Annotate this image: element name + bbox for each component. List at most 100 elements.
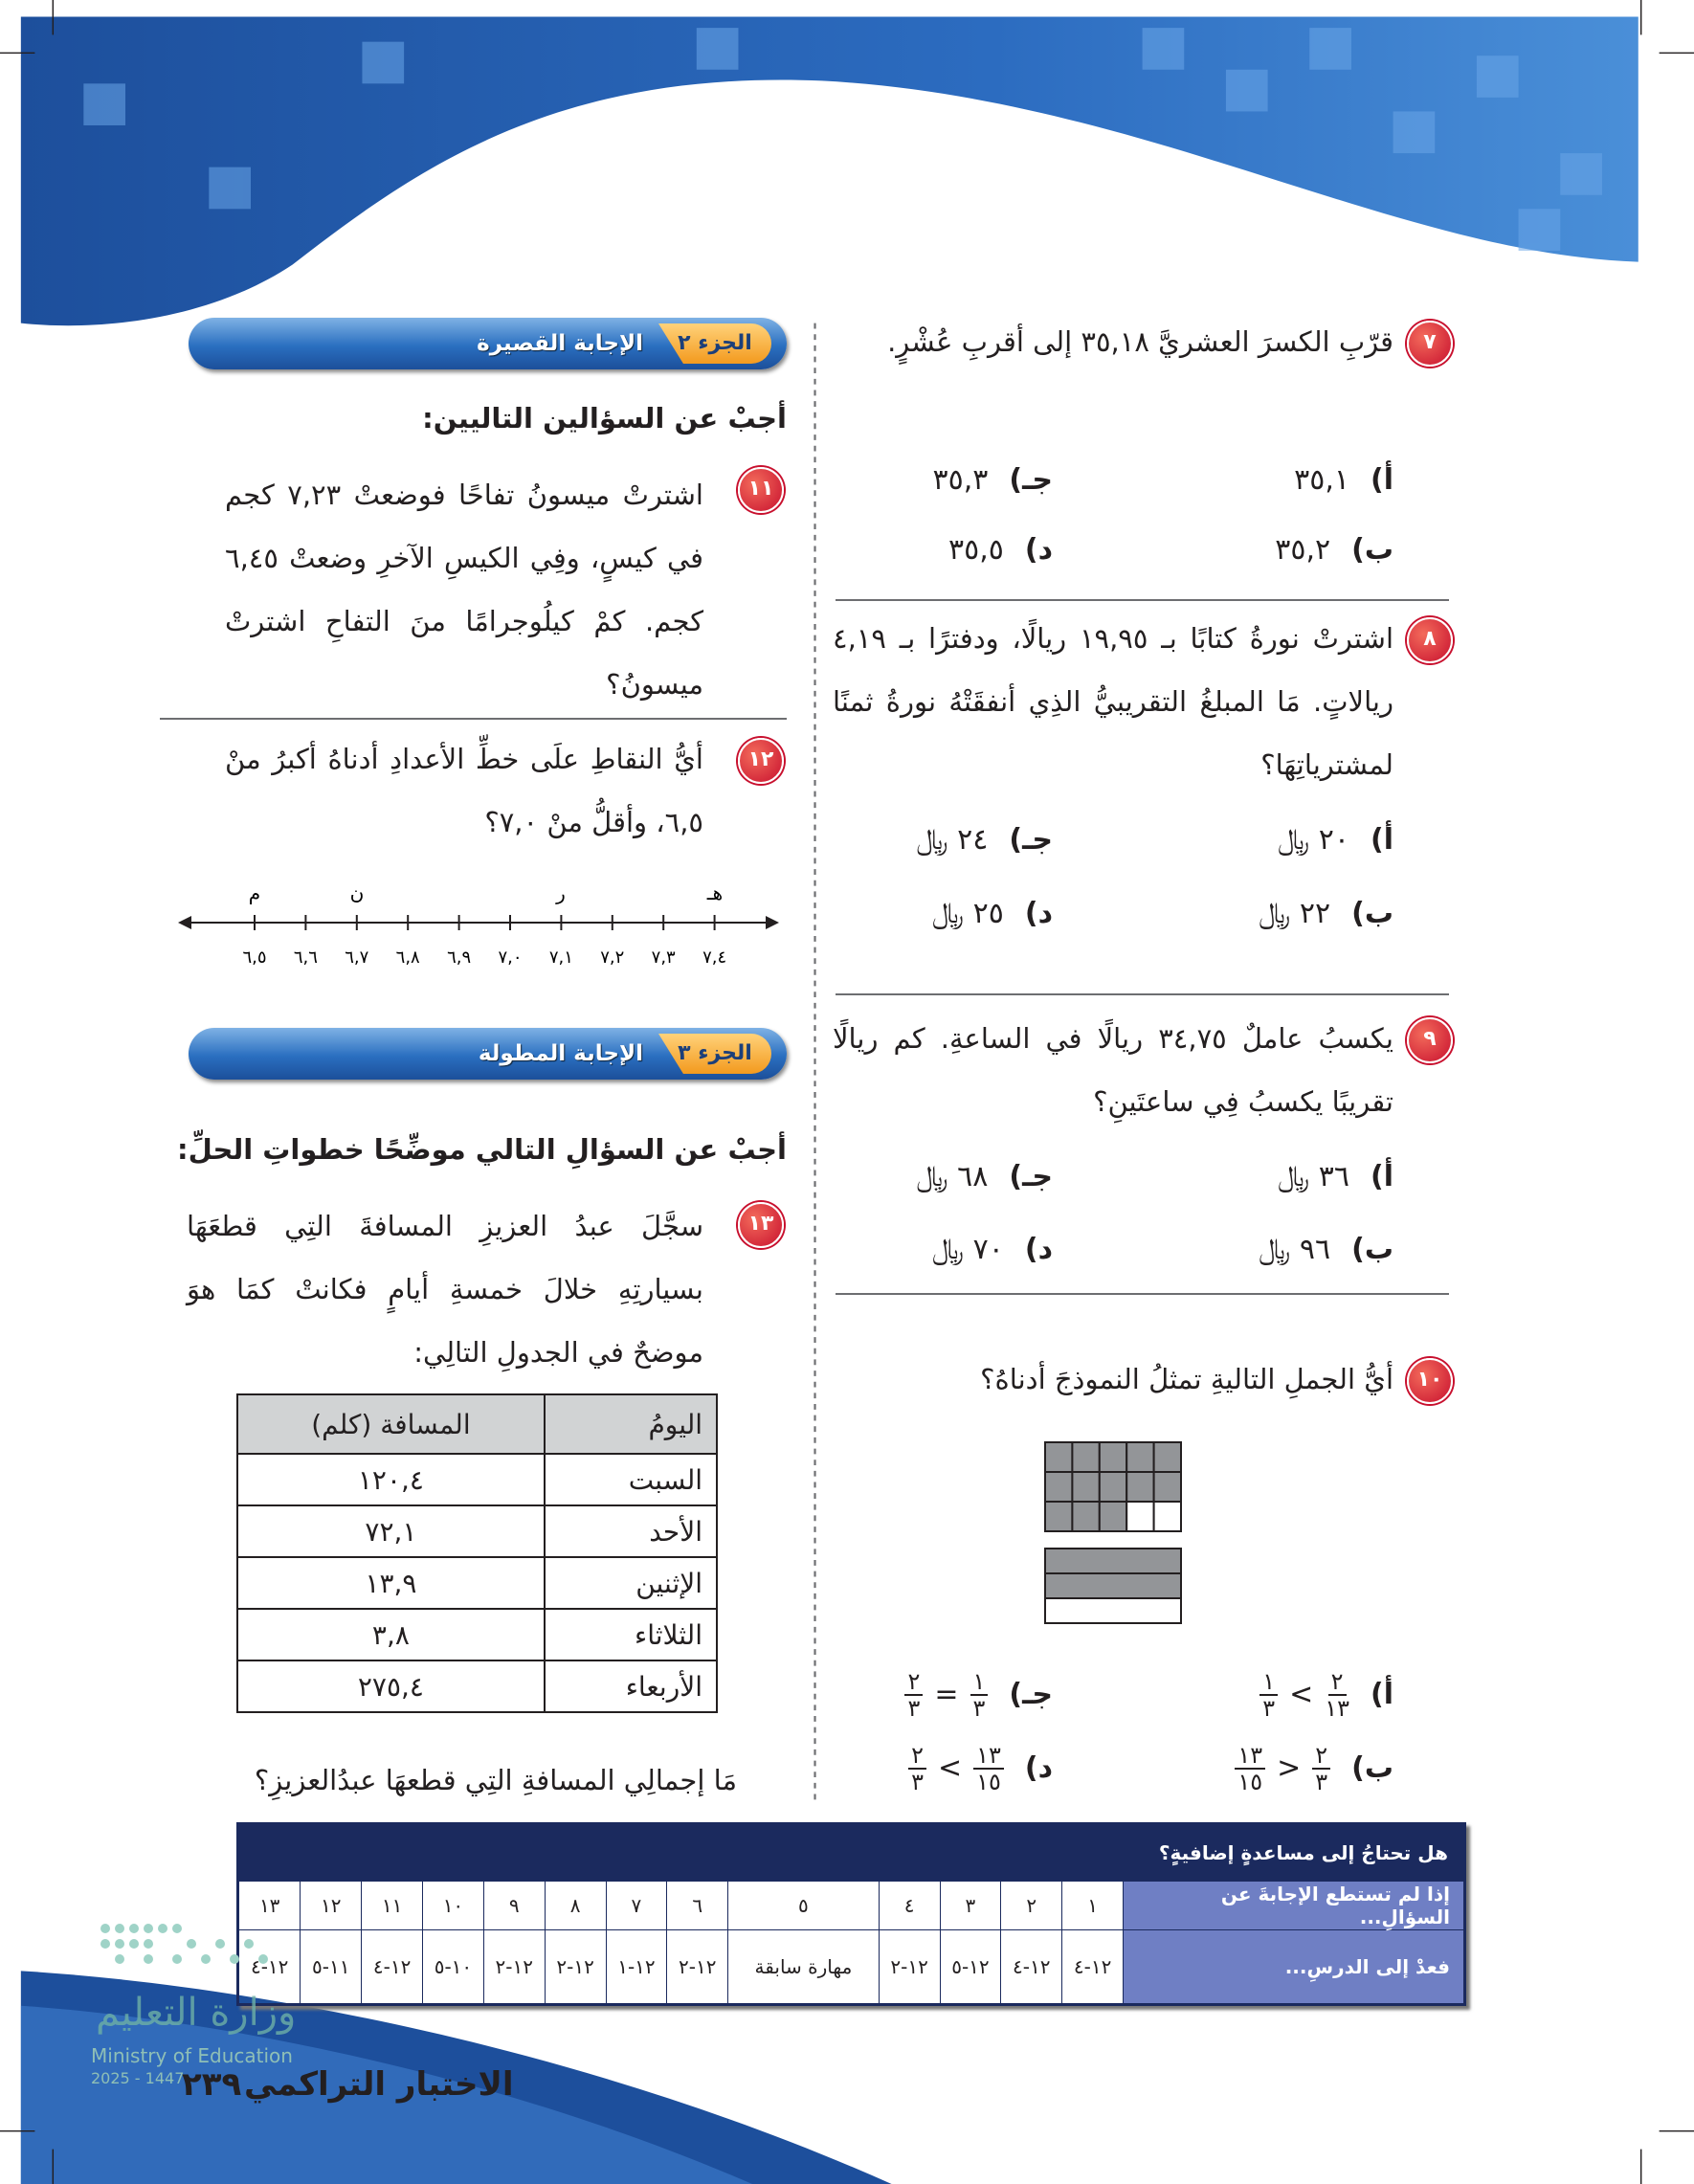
tick-label: ٦,٨	[396, 947, 420, 968]
help-cell: ١٢-٢	[666, 1929, 729, 2005]
numerator: ١	[1259, 1669, 1279, 1696]
option: جـ) ٢ ٣ = ١ ٣	[904, 1669, 1053, 1721]
logo-dots	[67, 1909, 297, 1986]
point-label: ن	[350, 881, 365, 904]
operator: >	[1277, 1751, 1302, 1785]
help-label: فعدْ إلى الدرسِ...	[1123, 1929, 1465, 2005]
numerator: ٢	[904, 1669, 924, 1696]
option: جـ) ٦٨ ﷼	[916, 1153, 1053, 1201]
separator	[836, 1293, 1449, 1295]
help-cell: ١١-٥	[300, 1929, 363, 2005]
page-number: ٢٣٩	[182, 2065, 242, 2104]
expression: ١ ٣ <٢ ١٣	[1259, 1669, 1349, 1721]
numerator: ٢	[1312, 1743, 1331, 1770]
option: ب) ٢٢ ﷼	[1259, 890, 1393, 938]
operator: =	[934, 1678, 959, 1711]
table-row: الأحد ٧٢,١	[236, 1504, 719, 1558]
table-cell: ١٣,٩	[236, 1556, 546, 1610]
table-cell: ٢٧٥,٤	[236, 1660, 546, 1713]
option-letter: د)	[1024, 1233, 1053, 1266]
table-cell: السبت	[543, 1453, 719, 1506]
table-cell: ٣,٨	[236, 1608, 546, 1661]
ministry-arabic: وزارة التعليم	[96, 1991, 297, 2035]
number-line: م ن ر هـ ٦,٥ ٦,٦ ٦,٧ ٦,٨ ٦,٩ ٧,٠ ٧,١ ٧,٢ ٧,٣ ٧,٤	[178, 881, 779, 968]
table-cell: ١٢٠,٤	[236, 1453, 546, 1506]
help-cell: ١٢-٥	[939, 1929, 1002, 2005]
question-text: يكسبُ عاملٌ ٣٤,٧٥ ريالًا في الساعةِ. كم …	[833, 1022, 1393, 1118]
option-text: ٣٥,٥	[948, 533, 1004, 567]
question-number: ١٢	[738, 738, 784, 784]
tick-label: ٦,٧	[345, 947, 368, 968]
grid-cell	[1044, 1441, 1074, 1473]
numerator: ٢	[1327, 1669, 1347, 1696]
table-cell: الثلاثاء	[543, 1608, 719, 1661]
table-cell: الإثنين	[543, 1556, 719, 1610]
numerator: ١٣	[1235, 1743, 1266, 1770]
grid-cell	[1044, 1501, 1074, 1532]
denominator: ٣	[911, 1769, 924, 1795]
question-text: اشترتْ ميسونُ تفاحًا فوضعتْ ٧,٢٣ كجم في …	[225, 479, 703, 701]
numerator: ١	[970, 1669, 989, 1696]
help-label: إذا لم تستطع الإجابةَ عن السؤالِ...	[1123, 1881, 1465, 1930]
option-text: ٩٦ ﷼	[1259, 1233, 1331, 1266]
expression: ١٣ ١٥ >٢ ٣	[1235, 1743, 1331, 1795]
question-text: أيُّ الجملِ التاليةِ تمثلُ النموذجَ أدنا…	[980, 1363, 1393, 1395]
option: أ) ٢٠ ﷼	[1278, 816, 1393, 864]
help-row: فعدْ إلى الدرسِ... ١٢-٤ ١٢-٤ ١٢-٥ ١٢-٢ مهارة …	[236, 1929, 1465, 2005]
grid-cell	[1071, 1441, 1101, 1473]
separator	[836, 993, 1449, 995]
help-cell: ٨	[544, 1881, 607, 1930]
option: ب) ٣٥,٢	[1275, 526, 1393, 574]
question-number: ٨	[1407, 617, 1453, 663]
help-cell: ٢	[1000, 1881, 1063, 1930]
question-number: ٧	[1407, 321, 1453, 367]
question-text: قرّبِ الكسرَ العشريَّ ٣٥,١٨ إلى أقربِ عُ…	[887, 325, 1393, 358]
denominator: ١٣	[1325, 1695, 1349, 1722]
denominator: ١٥	[1237, 1769, 1263, 1795]
section-header: الجزء ٢ الإجابة القصيرة	[189, 318, 787, 369]
question-number: ١٣	[738, 1202, 784, 1248]
numerator: ١٣	[973, 1743, 1004, 1770]
help-cell: ١٣	[236, 1881, 301, 1930]
tick-label: ٧,١	[549, 947, 573, 968]
header-cell: المسافة (كلم)	[236, 1393, 546, 1455]
expression: ٢ ٣ <١٣ ١٥	[908, 1743, 1004, 1794]
data-table: اليومُ المسافة (كلم) السبت ١٢٠,٤ الأحد ٧٢,١ ال…	[236, 1393, 719, 1713]
tick-label: ٧,٣	[652, 947, 676, 968]
tick-label: ٦,٥	[242, 947, 266, 968]
table-cell: ٧٢,١	[236, 1504, 546, 1558]
grid-cell	[1126, 1441, 1155, 1473]
help-cell: ٦	[666, 1881, 729, 1930]
section-header: الجزء ٣ الإجابة المطولة	[189, 1028, 787, 1080]
help-cell: ٩	[482, 1881, 546, 1930]
option: أ) ٣٦ ﷼	[1278, 1153, 1393, 1201]
section-title: الإجابة القصيرة	[477, 331, 643, 356]
tick-label: ٦,٦	[294, 947, 318, 968]
table-row: الأربعاء ٢٧٥,٤	[236, 1660, 719, 1713]
header-wave	[20, 16, 1638, 326]
grid-cell	[1098, 1501, 1128, 1532]
option-letter: د)	[1024, 897, 1053, 930]
denominator: ٣	[1262, 1695, 1276, 1722]
option-text: ٢٤ ﷼	[916, 823, 989, 857]
question-number: ١١	[738, 467, 784, 513]
separator	[160, 718, 787, 720]
option-text: ٣٥,٢	[1275, 533, 1331, 567]
tick-label: ٧,٤	[702, 947, 726, 968]
help-cell: ١٢-٤	[361, 1929, 424, 2005]
section-part: الجزء ٢	[658, 323, 771, 364]
option-letter: د)	[1024, 1750, 1053, 1785]
tick-label: ٧,٠	[498, 947, 522, 968]
grid-cell	[1071, 1471, 1101, 1503]
option-letter: ب)	[1351, 897, 1393, 930]
tick-label: ٦,٩	[447, 947, 471, 968]
question-number: ١٠	[1407, 1358, 1453, 1404]
footer-title: الاختبار التراكمي	[244, 2065, 514, 2104]
instruction: أجبْ عن السؤالِ التالي موضِّحًا خطواتِ ا…	[176, 1133, 787, 1166]
help-header-row: هل تحتاجُ إلى مساعدةٍ إضافيةٍ؟	[237, 1823, 1465, 1882]
denominator: ٣	[1315, 1769, 1328, 1795]
point-label: ر	[555, 881, 566, 904]
option-letter: ب)	[1351, 1233, 1393, 1266]
